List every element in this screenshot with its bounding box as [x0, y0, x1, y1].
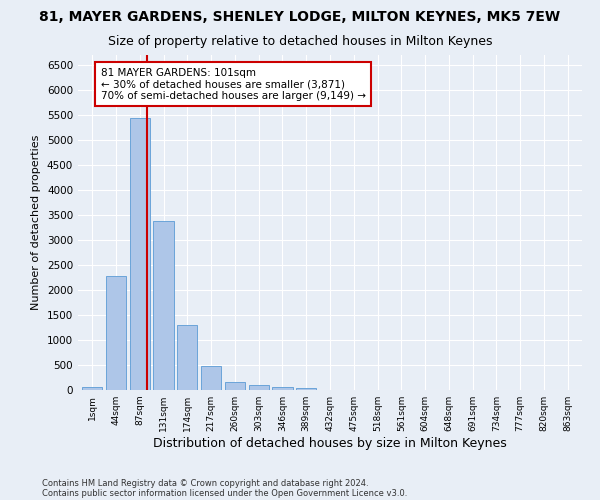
- Y-axis label: Number of detached properties: Number of detached properties: [31, 135, 41, 310]
- Text: 81 MAYER GARDENS: 101sqm
← 30% of detached houses are smaller (3,871)
70% of sem: 81 MAYER GARDENS: 101sqm ← 30% of detach…: [101, 68, 365, 100]
- X-axis label: Distribution of detached houses by size in Milton Keynes: Distribution of detached houses by size …: [153, 437, 507, 450]
- Text: Contains HM Land Registry data © Crown copyright and database right 2024.: Contains HM Land Registry data © Crown c…: [42, 478, 368, 488]
- Text: 81, MAYER GARDENS, SHENLEY LODGE, MILTON KEYNES, MK5 7EW: 81, MAYER GARDENS, SHENLEY LODGE, MILTON…: [40, 10, 560, 24]
- Bar: [82, 386, 103, 390]
- Bar: [248, 385, 269, 390]
- Bar: [154, 221, 173, 390]
- Bar: [106, 276, 126, 390]
- Bar: [201, 366, 221, 390]
- Bar: [296, 388, 316, 390]
- Bar: [130, 118, 150, 390]
- Text: Contains public sector information licensed under the Open Government Licence v3: Contains public sector information licen…: [42, 488, 407, 498]
- Bar: [225, 382, 245, 390]
- Bar: [272, 387, 293, 390]
- Text: Size of property relative to detached houses in Milton Keynes: Size of property relative to detached ho…: [108, 35, 492, 48]
- Bar: [177, 324, 197, 390]
